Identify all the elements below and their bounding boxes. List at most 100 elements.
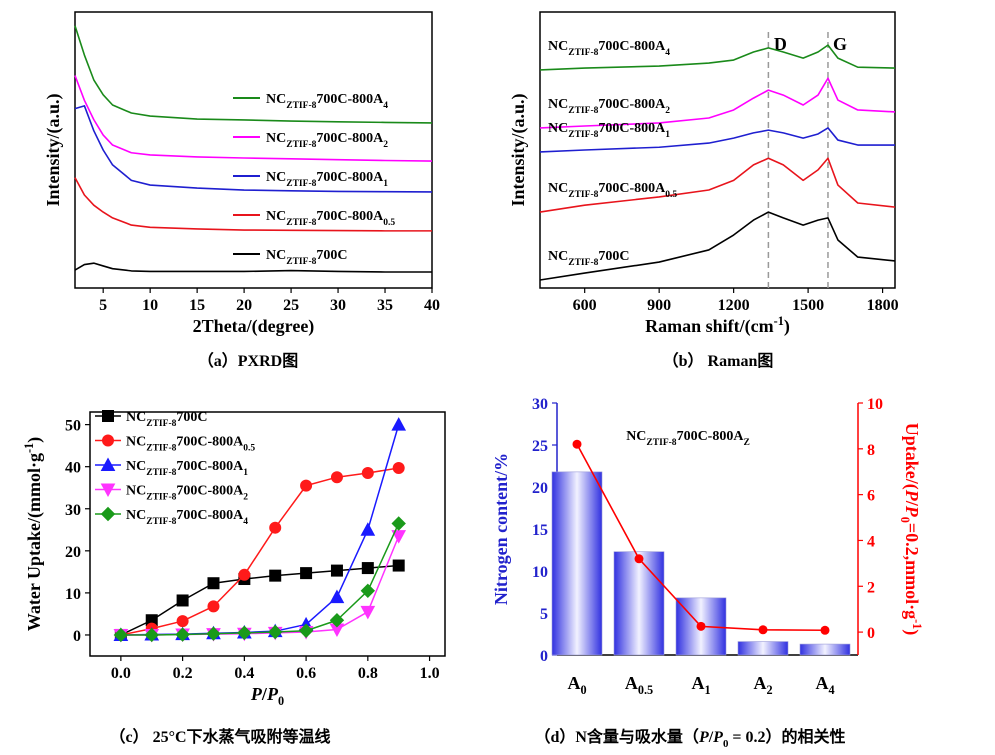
text-run: 0.5 <box>243 444 255 454</box>
marker <box>696 621 706 631</box>
legend-label: NCZTIF-8700C-800A1 <box>126 459 248 478</box>
text-run: 700C <box>598 249 629 264</box>
series-line <box>120 467 399 636</box>
text-run: NC <box>626 429 646 444</box>
text-run: 0.5 <box>665 190 677 200</box>
series-label: NCZTIF-8700C-800A1 <box>548 121 670 140</box>
text-run: NC <box>548 181 568 196</box>
y-tick-label: 5 <box>540 606 548 623</box>
annotation: D <box>774 34 787 54</box>
marker <box>100 506 116 522</box>
text-run: ZTIF-8 <box>146 444 176 454</box>
legend-label: NCZTIF-8700C-800A2 <box>126 484 248 503</box>
text-run: P <box>698 729 709 746</box>
text-run: ZTIF-8 <box>146 419 176 429</box>
x-axis-label: P/P0 <box>250 684 284 708</box>
x-tick-label: 0.4 <box>234 665 254 682</box>
x-tick-label: 0.0 <box>111 665 131 682</box>
text-run: NC <box>548 121 568 136</box>
text-run: 4 <box>828 683 834 697</box>
text-run: NC <box>126 410 146 425</box>
plot-frame <box>74 11 433 289</box>
series-line <box>74 75 433 162</box>
text-run: / <box>902 500 922 507</box>
legend-label: NCZTIF-8700C-800A2 <box>266 131 388 150</box>
marker <box>360 522 376 536</box>
text-run: 2 <box>383 140 388 150</box>
text-run: 0 <box>723 738 729 750</box>
plot-frame <box>539 11 896 289</box>
text-run: ZTIF-8 <box>286 218 316 228</box>
y-axis-label: Intensity/(a.u.) <box>508 93 529 206</box>
marker <box>360 605 376 620</box>
marker <box>176 615 189 628</box>
marker <box>100 457 116 471</box>
series-line <box>539 157 896 213</box>
text-run: 700C-800A <box>598 97 666 112</box>
x-tick-label: 15 <box>189 297 205 314</box>
bar <box>737 641 789 656</box>
series-label: NCZTIF-8700C <box>548 249 630 268</box>
text-run: ) <box>901 629 922 635</box>
text-run: =0.2,mmol·g <box>902 523 922 619</box>
x-tick-label: 1500 <box>792 297 824 314</box>
text-run: ZTIF-8 <box>146 517 176 527</box>
text-run: / <box>261 684 268 704</box>
marker <box>360 583 376 599</box>
x-tick-label: 20 <box>236 297 252 314</box>
x-tick-label: 1.0 <box>420 665 440 682</box>
text-run: 4 <box>665 48 670 58</box>
text-run: NC <box>126 459 146 474</box>
bar <box>613 551 665 656</box>
text-run: ZTIF-8 <box>286 179 316 189</box>
annotation: NCZTIF-8700C-800AZ <box>626 429 750 448</box>
x-tick-label: 900 <box>647 297 671 314</box>
text-run: 0 <box>898 517 912 523</box>
legend-label: NCZTIF-8700C-800A4 <box>126 508 248 527</box>
text-run: 700C-800A <box>176 435 244 450</box>
text-run: P <box>250 684 263 704</box>
x-tick-label: 40 <box>424 297 440 314</box>
text-run: 700C-800A <box>316 170 384 185</box>
series-line <box>120 564 399 636</box>
text-run: Raman shift/(cm <box>645 316 774 337</box>
text-run: ZTIF-8 <box>286 101 316 111</box>
text-run: 1 <box>383 179 388 189</box>
text-run: A <box>753 673 766 693</box>
marker <box>102 434 114 447</box>
y-tick-label: 20 <box>532 480 548 497</box>
text-run: 700C-800A <box>598 39 666 54</box>
text-run: 700C-800A <box>176 508 244 523</box>
x-tick-label: 5 <box>99 297 107 314</box>
text-run: A <box>691 673 704 693</box>
bar <box>551 471 603 656</box>
text-run: ZTIF-8 <box>286 257 316 267</box>
y2-tick-label: 10 <box>867 396 883 413</box>
caption: （d）N含量与吸水量（P/P0 = 0.2）的相关性 <box>534 727 845 750</box>
marker <box>361 562 374 575</box>
marker <box>361 467 374 479</box>
marker <box>330 564 343 577</box>
text-run: NC <box>266 92 286 107</box>
x-tick-label: A4 <box>815 673 834 697</box>
series-line <box>74 25 433 124</box>
marker <box>269 521 282 534</box>
caption: （b） Raman图 <box>663 352 774 370</box>
text-run: -1 <box>22 443 36 453</box>
legend-label: NCZTIF-8700C-800A0.5 <box>126 435 255 454</box>
text-run: 700C-800A <box>316 209 384 224</box>
series-line <box>74 105 433 193</box>
marker <box>207 577 220 590</box>
text-run: A <box>567 673 580 693</box>
text-run: 2 <box>766 683 772 697</box>
caption: （a）PXRD图 <box>198 352 298 370</box>
text-run: 2 <box>665 106 670 116</box>
series-line <box>539 77 896 129</box>
legend-label: NCZTIF-8700C-800A0.5 <box>266 209 395 228</box>
series-label: NCZTIF-8700C-800A0.5 <box>548 181 677 200</box>
text-run: NC <box>266 170 286 185</box>
series-label: NCZTIF-8700C-800A4 <box>548 39 670 58</box>
x-tick-label: 10 <box>142 297 158 314</box>
